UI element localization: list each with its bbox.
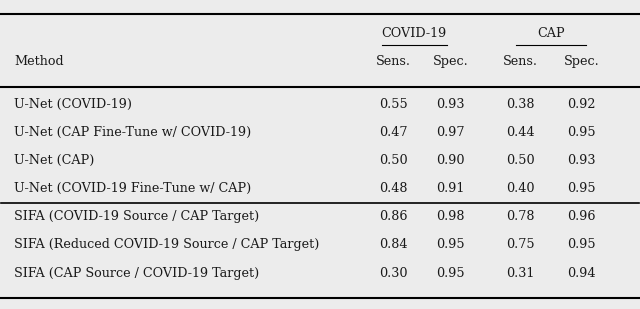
Text: SIFA (CAP Source / COVID-19 Target): SIFA (CAP Source / COVID-19 Target) [14, 267, 259, 280]
Text: 0.48: 0.48 [379, 182, 408, 195]
Text: Sens.: Sens. [503, 55, 538, 68]
Text: Spec.: Spec. [433, 55, 468, 68]
Text: 0.92: 0.92 [567, 98, 595, 111]
Text: Method: Method [14, 55, 64, 68]
Text: 0.86: 0.86 [379, 210, 408, 223]
Text: 0.38: 0.38 [506, 98, 535, 111]
Text: SIFA (COVID-19 Source / CAP Target): SIFA (COVID-19 Source / CAP Target) [14, 210, 259, 223]
Text: 0.97: 0.97 [436, 126, 465, 139]
Text: 0.55: 0.55 [379, 98, 408, 111]
Text: CAP: CAP [537, 27, 564, 40]
Text: 0.93: 0.93 [567, 154, 595, 167]
Text: 0.96: 0.96 [567, 210, 595, 223]
Text: Sens.: Sens. [376, 55, 411, 68]
Text: U-Net (CAP): U-Net (CAP) [14, 154, 95, 167]
Text: 0.93: 0.93 [436, 98, 465, 111]
Text: U-Net (COVID-19): U-Net (COVID-19) [14, 98, 132, 111]
Text: 0.95: 0.95 [567, 182, 596, 195]
Text: 0.30: 0.30 [379, 267, 408, 280]
Text: 0.94: 0.94 [567, 267, 595, 280]
Text: 0.90: 0.90 [436, 154, 465, 167]
Text: 0.47: 0.47 [379, 126, 408, 139]
Text: U-Net (COVID-19 Fine-Tune w/ CAP): U-Net (COVID-19 Fine-Tune w/ CAP) [14, 182, 252, 195]
Text: 0.31: 0.31 [506, 267, 535, 280]
Text: 0.44: 0.44 [506, 126, 535, 139]
Text: 0.98: 0.98 [436, 210, 465, 223]
Text: 0.75: 0.75 [506, 239, 535, 252]
Text: Spec.: Spec. [563, 55, 599, 68]
Text: 0.50: 0.50 [379, 154, 408, 167]
Text: 0.91: 0.91 [436, 182, 465, 195]
Text: 0.78: 0.78 [506, 210, 535, 223]
Text: 0.40: 0.40 [506, 182, 535, 195]
Text: 0.95: 0.95 [567, 126, 596, 139]
Text: COVID-19: COVID-19 [381, 27, 447, 40]
Text: SIFA (Reduced COVID-19 Source / CAP Target): SIFA (Reduced COVID-19 Source / CAP Targ… [14, 239, 319, 252]
Text: 0.84: 0.84 [379, 239, 408, 252]
Text: 0.95: 0.95 [436, 267, 465, 280]
Text: 0.95: 0.95 [567, 239, 596, 252]
Text: U-Net (CAP Fine-Tune w/ COVID-19): U-Net (CAP Fine-Tune w/ COVID-19) [14, 126, 252, 139]
Text: 0.50: 0.50 [506, 154, 535, 167]
Text: 0.95: 0.95 [436, 239, 465, 252]
